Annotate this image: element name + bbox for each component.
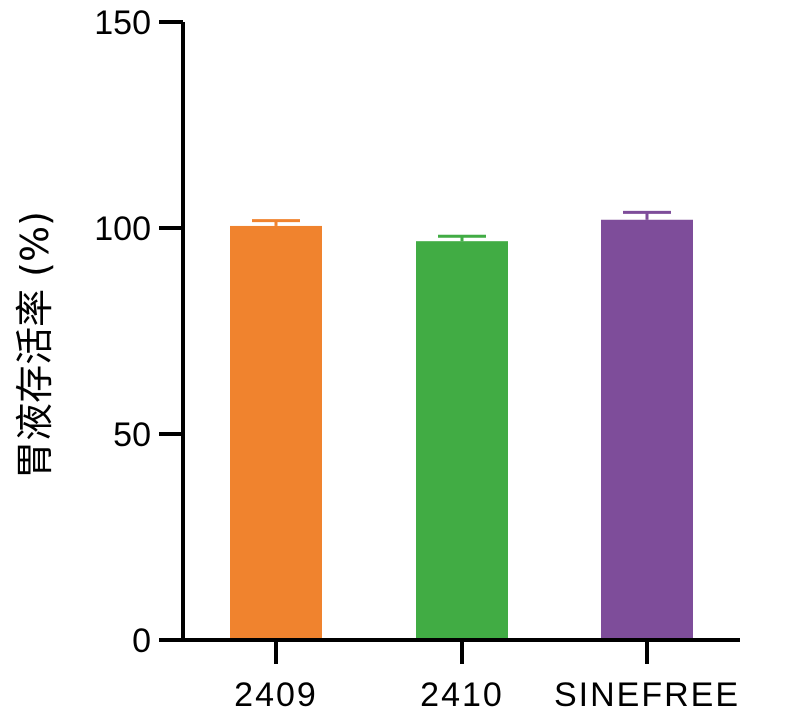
x-tick-label: 2409	[234, 676, 318, 714]
y-tick-label: 150	[94, 4, 151, 42]
bar-2409	[230, 225, 322, 640]
x-axis-ticks: 2409 2410 SINEFREE	[234, 640, 740, 714]
y-tick-label: 50	[113, 416, 151, 454]
bar-sinefree	[601, 219, 693, 640]
y-tick-label: 0	[132, 622, 151, 660]
y-axis-ticks: 0 50 100 150	[94, 4, 183, 660]
bar-2410	[416, 241, 508, 640]
y-axis-title: 胃液存活率 (%)	[13, 211, 57, 479]
x-tick-label: SINEFREE	[554, 676, 740, 714]
bars	[230, 219, 693, 640]
x-tick-label: 2410	[420, 676, 504, 714]
y-tick-label: 100	[94, 210, 151, 248]
error-bars	[252, 210, 671, 242]
